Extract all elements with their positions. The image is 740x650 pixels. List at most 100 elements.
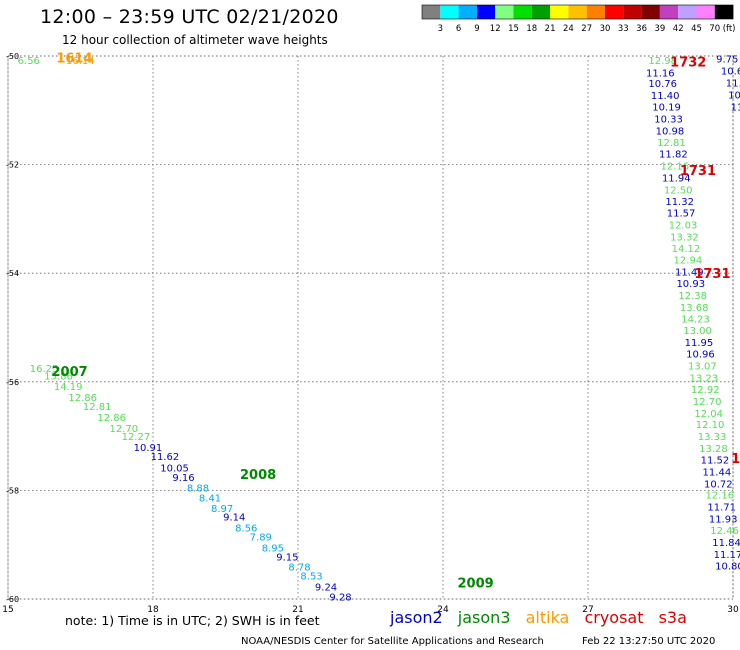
color-swatch bbox=[696, 5, 715, 19]
wave-height-value: 12.16 bbox=[661, 162, 690, 173]
pass-time-label: 2007 bbox=[52, 365, 88, 380]
wave-height-value: 10.98 bbox=[656, 126, 685, 137]
wave-height-value: 6.56 bbox=[18, 56, 40, 67]
wave-height-value: 12.38 bbox=[678, 291, 707, 302]
x-tick-label: 15 bbox=[2, 605, 13, 615]
legend-jason3: jason3 bbox=[457, 608, 511, 627]
wave-height-value: 8.88 bbox=[187, 484, 209, 495]
wave-height-value: 11.93 bbox=[709, 515, 738, 526]
wave-height-value: 9.24 bbox=[315, 583, 337, 594]
y-tick-label: -50 bbox=[6, 52, 19, 61]
wave-height-value: 11.62 bbox=[151, 452, 180, 463]
wave-height-value: 14.23 bbox=[681, 314, 710, 325]
wave-height-value: 13.07 bbox=[688, 362, 717, 373]
wave-height-value: 7.89 bbox=[250, 533, 272, 544]
wave-height-value: 16.25 bbox=[30, 364, 59, 375]
color-swatch bbox=[678, 5, 697, 19]
pass-time-label: 1731 bbox=[694, 267, 730, 282]
wave-height-value: 13.00 bbox=[683, 326, 712, 337]
plot-frame bbox=[7, 55, 734, 600]
wave-height-value: 11.40 bbox=[651, 91, 680, 102]
wave-height-value: 8.97 bbox=[211, 504, 233, 515]
color-scale-label: 30 bbox=[600, 24, 611, 34]
y-tick-label: -54 bbox=[6, 269, 19, 278]
wave-height-value: 11.95 bbox=[685, 338, 714, 349]
wave-height-value: 12.16 bbox=[705, 491, 734, 502]
pass-time-label: 2009 bbox=[458, 577, 494, 592]
wave-height-value: 11.94 bbox=[662, 174, 691, 185]
wave-height-value: 11.52 bbox=[701, 455, 730, 466]
color-scale-label: 36 bbox=[636, 24, 647, 34]
color-scale-label: 9 bbox=[474, 24, 479, 34]
color-swatch bbox=[659, 5, 679, 19]
wave-height-value: 8.78 bbox=[288, 562, 310, 573]
page-title: 12:00 – 23:59 UTC 02/21/2020 bbox=[40, 6, 339, 28]
color-swatch bbox=[440, 5, 459, 19]
color-scale-label: 6 bbox=[456, 24, 461, 34]
wave-height-value: 13.32 bbox=[670, 232, 699, 243]
wave-height-value: 11.82 bbox=[659, 150, 688, 161]
wave-height-value: 12.86 bbox=[97, 413, 126, 424]
wave-height-value: 11.2 bbox=[726, 79, 740, 90]
wave-height-value: 12.50 bbox=[664, 186, 693, 197]
color-scale-swatches bbox=[421, 4, 734, 20]
wave-height-value: 9.15 bbox=[276, 553, 298, 564]
satellite-legend: jason2 jason3 altika cryosat s3a bbox=[390, 608, 697, 627]
x-tick-label: 24 bbox=[437, 605, 449, 615]
wave-height-value: 9.16 bbox=[172, 473, 194, 484]
color-scale-label: 33 bbox=[618, 24, 629, 34]
color-swatch bbox=[531, 5, 551, 19]
y-tick-label: -52 bbox=[6, 161, 19, 170]
wave-height-value: 12.81 bbox=[83, 402, 112, 413]
chart-pass-labels: 1614 2007 2008 2009 1732 1731 1731 1 bbox=[52, 52, 740, 592]
pass-time-label: 2008 bbox=[240, 468, 276, 483]
wave-height-value: 11.84 bbox=[712, 538, 740, 549]
legend-s3a: s3a bbox=[658, 608, 687, 627]
chart-tick-labels: 15 18 21 24 27 30 -50 -52 -54 -56 -58 -60 bbox=[2, 52, 739, 615]
wave-height-value: 9.75 bbox=[716, 55, 738, 66]
pass-time-label: 1731 bbox=[680, 164, 716, 179]
color-swatch bbox=[605, 5, 624, 19]
wave-height-value: 8.56 bbox=[235, 523, 257, 534]
color-swatch bbox=[568, 5, 587, 19]
wave-height-value: 10.96 bbox=[686, 350, 715, 361]
color-scale-label: 24 bbox=[563, 24, 574, 34]
wave-height-value: 11.71 bbox=[707, 503, 736, 514]
color-scale-label: 70 bbox=[709, 24, 720, 34]
legend-jason2: jason2 bbox=[390, 608, 443, 627]
page-subtitle: 12 hour collection of altimeter wave hei… bbox=[62, 33, 328, 47]
color-scale-label: 45 bbox=[691, 24, 702, 34]
wave-height-value: 13.33 bbox=[698, 432, 727, 443]
wave-height-value: 9.14 bbox=[223, 512, 245, 523]
wave-height-value: 11.32 bbox=[665, 197, 694, 208]
color-swatch bbox=[476, 5, 496, 19]
color-scale-label: 12 bbox=[490, 24, 501, 34]
y-tick-label: -60 bbox=[6, 595, 19, 604]
color-scale-label: 18 bbox=[526, 24, 537, 34]
color-swatch bbox=[641, 5, 660, 19]
x-tick-label: 27 bbox=[582, 605, 593, 615]
wave-height-value: 12.86 bbox=[68, 393, 97, 404]
wave-height-value: 9.28 bbox=[329, 592, 351, 603]
wave-height-value: 8.41 bbox=[199, 493, 221, 504]
footer-credit: NOAA/NESDIS Center for Satellite Applica… bbox=[241, 636, 544, 647]
y-tick-label: -56 bbox=[6, 378, 19, 387]
wave-height-value: 10.93 bbox=[676, 279, 705, 290]
wave-height-value: 10.72 bbox=[704, 479, 733, 490]
wave-height-value: 11.57 bbox=[667, 208, 696, 219]
color-swatch bbox=[623, 5, 642, 19]
pass-time-label: 1732 bbox=[670, 55, 706, 70]
color-swatch bbox=[714, 5, 734, 19]
wave-height-value: 11.17 bbox=[714, 550, 740, 561]
wave-height-value: 10. bbox=[728, 91, 740, 102]
wave-height-value: 11.16 bbox=[646, 68, 675, 79]
wave-height-value: 11.44 bbox=[703, 467, 732, 478]
wave-height-value: 16.14 bbox=[66, 56, 95, 67]
footer-note: note: 1) Time is in UTC; 2) SWH is in fe… bbox=[65, 613, 320, 628]
legend-cryosat: cryosat bbox=[584, 608, 644, 627]
wave-height-value: 12.94 bbox=[674, 256, 703, 267]
color-scale-label: 3 bbox=[438, 24, 443, 34]
wave-height-value: 11.49 bbox=[675, 268, 704, 279]
color-swatch bbox=[495, 5, 514, 19]
wave-height-value: 12.92 bbox=[691, 385, 720, 396]
